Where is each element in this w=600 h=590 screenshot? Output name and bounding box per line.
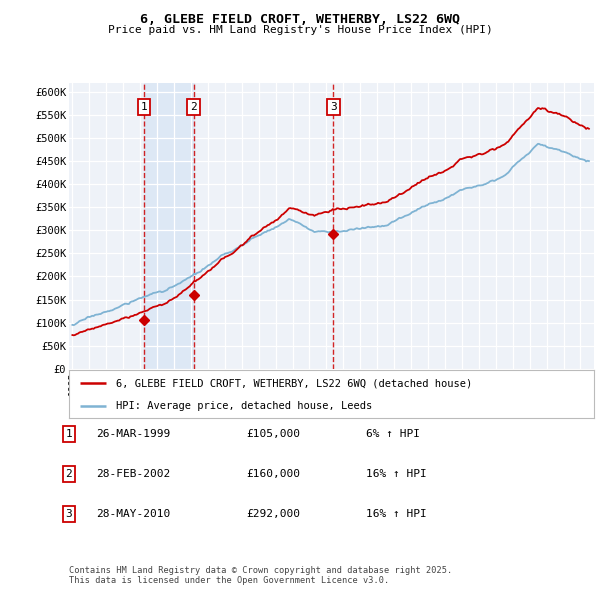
Text: 6% ↑ HPI: 6% ↑ HPI [366,429,420,439]
Text: 28-FEB-2002: 28-FEB-2002 [96,469,170,479]
Text: £292,000: £292,000 [246,509,300,519]
Text: 3: 3 [65,509,73,519]
Text: 28-MAY-2010: 28-MAY-2010 [96,509,170,519]
Text: 16% ↑ HPI: 16% ↑ HPI [366,509,427,519]
Text: 2: 2 [65,469,73,479]
Text: 2: 2 [190,102,197,112]
Bar [144,83,194,369]
Text: Contains HM Land Registry data © Crown copyright and database right 2025.
This d: Contains HM Land Registry data © Crown c… [69,566,452,585]
Text: 16% ↑ HPI: 16% ↑ HPI [366,469,427,479]
Text: 1: 1 [140,102,148,112]
Text: HPI: Average price, detached house, Leeds: HPI: Average price, detached house, Leed… [116,401,373,411]
Text: 1: 1 [65,429,73,439]
Text: Price paid vs. HM Land Registry's House Price Index (HPI): Price paid vs. HM Land Registry's House … [107,25,493,35]
Text: 26-MAR-1999: 26-MAR-1999 [96,429,170,439]
Text: 3: 3 [330,102,337,112]
Text: £105,000: £105,000 [246,429,300,439]
Text: 6, GLEBE FIELD CROFT, WETHERBY, LS22 6WQ: 6, GLEBE FIELD CROFT, WETHERBY, LS22 6WQ [140,13,460,26]
Text: £160,000: £160,000 [246,469,300,479]
Text: 6, GLEBE FIELD CROFT, WETHERBY, LS22 6WQ (detached house): 6, GLEBE FIELD CROFT, WETHERBY, LS22 6WQ… [116,378,473,388]
